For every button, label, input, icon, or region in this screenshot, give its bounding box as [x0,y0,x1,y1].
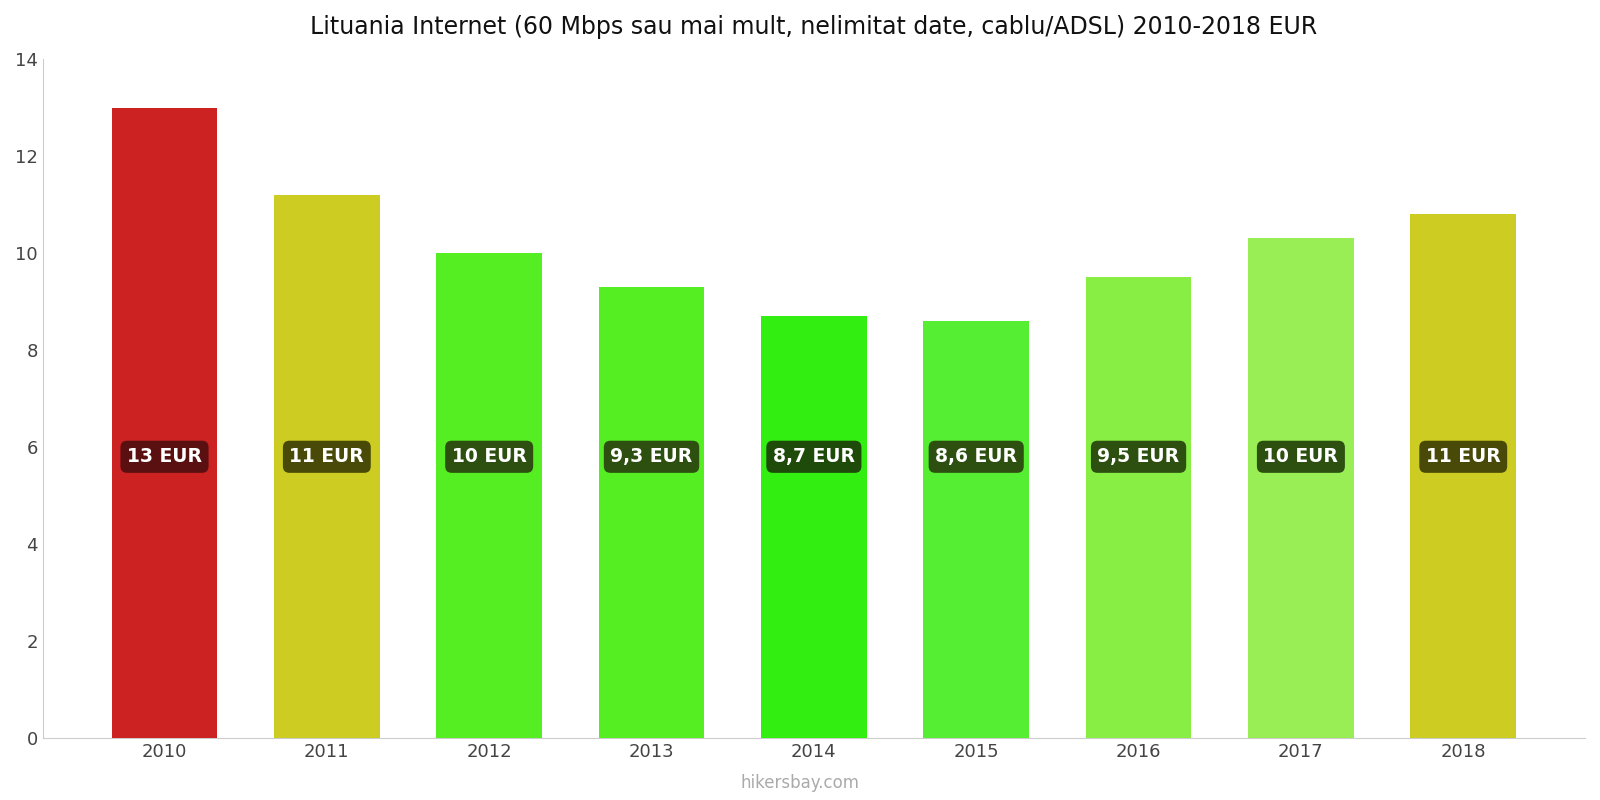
Text: 10 EUR: 10 EUR [1264,447,1338,466]
Bar [437,253,542,738]
Bar [1086,278,1192,738]
Bar [923,321,1029,738]
Text: hikersbay.com: hikersbay.com [741,774,859,792]
Bar [274,195,379,738]
Text: 9,5 EUR: 9,5 EUR [1098,447,1179,466]
Bar [762,316,867,738]
Text: 9,3 EUR: 9,3 EUR [610,447,693,466]
Text: 13 EUR: 13 EUR [126,447,202,466]
Text: 8,7 EUR: 8,7 EUR [773,447,854,466]
Text: 10 EUR: 10 EUR [451,447,526,466]
Text: 8,6 EUR: 8,6 EUR [936,447,1018,466]
Title: Lituania Internet (60 Mbps sau mai mult, nelimitat date, cablu/ADSL) 2010-2018 E: Lituania Internet (60 Mbps sau mai mult,… [310,15,1317,39]
Text: 11 EUR: 11 EUR [290,447,365,466]
Bar [598,287,704,738]
Bar [112,107,218,738]
Bar [1411,214,1517,738]
Text: 11 EUR: 11 EUR [1426,447,1501,466]
Bar [1248,238,1354,738]
